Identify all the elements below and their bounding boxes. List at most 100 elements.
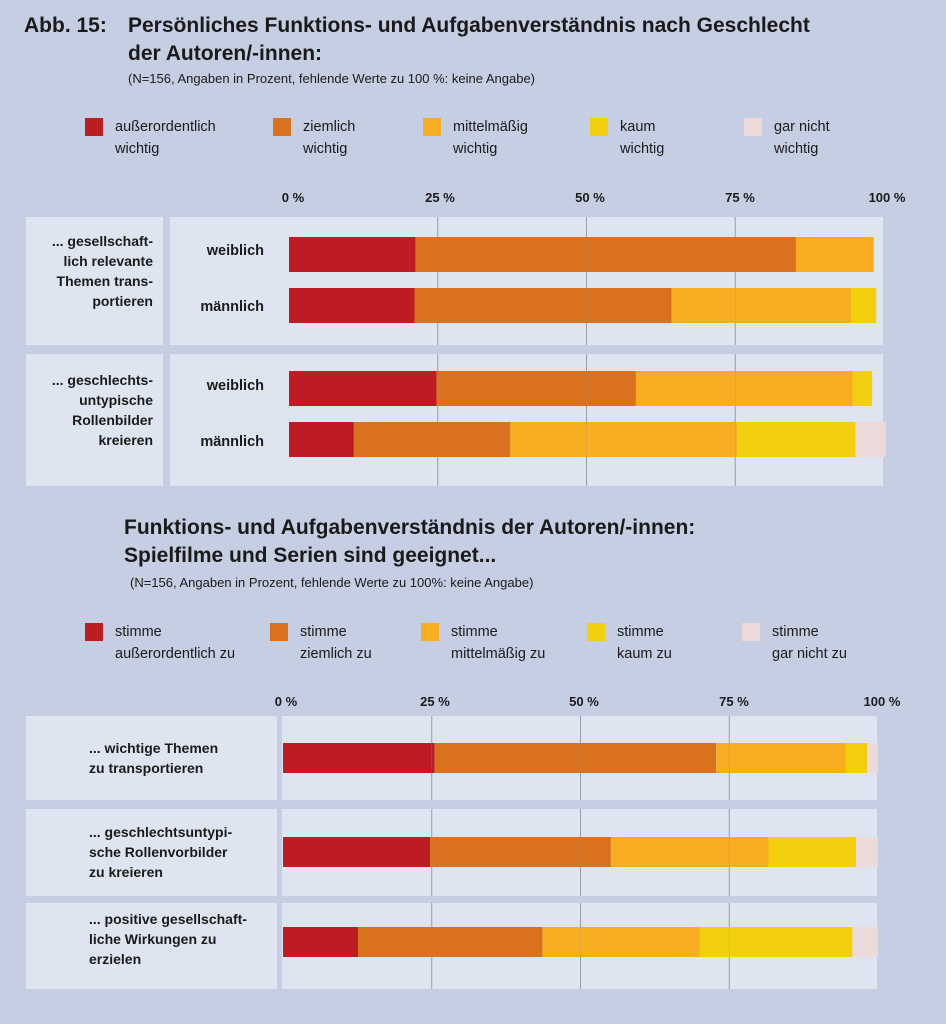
gender-label: männlich bbox=[200, 299, 264, 315]
legend-swatch bbox=[423, 118, 441, 136]
legend-label: wichtig bbox=[115, 141, 160, 157]
bar-segment bbox=[430, 837, 611, 867]
figure1-note: (N=156, Angaben in Prozent, fehlende Wer… bbox=[128, 71, 536, 86]
x-tick-label: 0 % bbox=[274, 694, 298, 709]
row-label-panel: ... positive gesellschaft-liche Wirkunge… bbox=[26, 903, 277, 989]
bar-segment bbox=[415, 237, 796, 272]
figure1-title-line1: Persönliches Funktions- und Aufgabenvers… bbox=[128, 14, 810, 37]
legend-swatch bbox=[421, 623, 439, 641]
figure2-title: Funktions- und Aufgabenverständnis der A… bbox=[124, 514, 695, 570]
bar-segment bbox=[283, 837, 430, 867]
row-label-panel: ... wichtige Themen zu transportieren bbox=[26, 716, 277, 800]
bar-segment bbox=[856, 837, 878, 867]
legend-swatch bbox=[270, 623, 288, 641]
legend-swatch bbox=[85, 118, 103, 136]
bar-segment bbox=[542, 927, 700, 957]
group-label: ... gesellschaft-lich relevante Themen tr… bbox=[51, 233, 153, 309]
row-label-panel: ... geschlechtsuntypi-sche Rollenvorbild… bbox=[26, 809, 277, 896]
legend-label: außerordentlich bbox=[115, 119, 216, 135]
bar-segment bbox=[855, 422, 886, 457]
x-tick-label: 25 % bbox=[420, 694, 450, 709]
group-label-panel: ... gesellschaft-lich relevante Themen tr… bbox=[26, 217, 163, 345]
row-label: ... positive gesellschaft-liche Wirkunge… bbox=[89, 911, 247, 967]
bar-segment bbox=[845, 743, 868, 773]
legend-label: stimme bbox=[300, 624, 347, 640]
legend-label: stimme bbox=[451, 624, 498, 640]
figure1-title-line2: der Autoren/-innen: bbox=[128, 42, 323, 65]
bar-segment bbox=[510, 422, 737, 457]
x-tick-label: 75 % bbox=[725, 190, 755, 205]
gender-label-panel: weiblich männlich bbox=[170, 354, 282, 486]
legend-swatch bbox=[587, 623, 605, 641]
figure2-title-line1: Funktions- und Aufgabenverständnis der A… bbox=[124, 516, 696, 539]
legend-label: ziemlich bbox=[303, 119, 356, 135]
figure-number: Abb. 15: bbox=[24, 14, 107, 37]
x-tick-label: 50 % bbox=[569, 694, 599, 709]
legend-label: wichtig bbox=[303, 141, 348, 157]
figure1-legend: außerordentlich wichtig ziemlich wichtig m… bbox=[0, 118, 946, 162]
bar-segment bbox=[768, 837, 856, 867]
figure2-title-line2: Spielfilme und Serien sind geeignet... bbox=[124, 544, 497, 567]
row-label: ... geschlechtsuntypi-sche Rollenvorbild… bbox=[89, 824, 233, 880]
legend-swatch bbox=[744, 118, 762, 136]
bar-segment bbox=[852, 371, 873, 406]
x-tick-label: 75 % bbox=[719, 694, 749, 709]
legend-label: mittelmäßig zu bbox=[451, 646, 546, 662]
bar-segment bbox=[358, 927, 543, 957]
x-tick-label: 100 % bbox=[863, 694, 901, 709]
bar-segment bbox=[635, 371, 853, 406]
bar-segment bbox=[289, 237, 416, 272]
bar-segment bbox=[436, 371, 636, 406]
bar-segment bbox=[716, 743, 846, 773]
legend-label: mittelmäßig bbox=[453, 119, 528, 135]
row-label: ... wichtige Themen zu transportieren bbox=[89, 740, 219, 776]
figure1-title: Abb. 15: Persönliches Funktions- und Aufg… bbox=[24, 12, 810, 68]
x-tick-label: 25 % bbox=[425, 190, 455, 205]
bar-segment bbox=[414, 288, 672, 323]
legend-label: gar nicht zu bbox=[772, 646, 847, 662]
bar-segment bbox=[867, 743, 878, 773]
bar-segment bbox=[610, 837, 769, 867]
legend-label: wichtig bbox=[453, 141, 498, 157]
legend-label: gar nicht bbox=[774, 119, 830, 135]
legend-swatch bbox=[590, 118, 608, 136]
x-tick-label: 100 % bbox=[868, 190, 906, 205]
legend-label: stimme bbox=[617, 624, 664, 640]
bar-segment bbox=[289, 371, 437, 406]
bar-segment bbox=[737, 422, 856, 457]
legend-label: außerordentlich zu bbox=[115, 646, 236, 662]
legend-swatch bbox=[742, 623, 760, 641]
x-tick-label: 50 % bbox=[575, 190, 605, 205]
bar-segment bbox=[852, 927, 878, 957]
bar-segment bbox=[699, 927, 853, 957]
legend-label: kaum bbox=[620, 119, 656, 135]
legend-label: ziemlich zu bbox=[300, 646, 372, 662]
legend-label: wichtig bbox=[774, 141, 819, 157]
legend-swatch bbox=[85, 623, 103, 641]
x-tick-label: 0 % bbox=[281, 190, 305, 205]
bar-segment bbox=[283, 743, 435, 773]
bar-segment bbox=[353, 422, 511, 457]
bar-segment bbox=[795, 237, 874, 272]
group-label-panel: ... geschlechts-untypische Rollenbilder kr… bbox=[26, 354, 163, 486]
figure2-note: (N=156, Angaben in Prozent, fehlende Wer… bbox=[130, 575, 534, 590]
bar-segment bbox=[434, 743, 717, 773]
figure2-legend: stimme außerordentlich zu stimme ziemlich … bbox=[0, 623, 946, 667]
group-label: ... geschlechts-untypische Rollenbilder kr… bbox=[51, 372, 153, 448]
gender-label-panel: weiblich männlich bbox=[170, 217, 282, 345]
bar-segment bbox=[671, 288, 852, 323]
legend-swatch bbox=[273, 118, 291, 136]
gender-label: männlich bbox=[200, 434, 264, 450]
gender-label: weiblich bbox=[206, 378, 264, 394]
bar-segment bbox=[289, 288, 415, 323]
bar-segment bbox=[851, 288, 877, 323]
legend-label: wichtig bbox=[620, 141, 665, 157]
legend-label: kaum zu bbox=[617, 646, 672, 662]
bar-segment bbox=[289, 422, 354, 457]
legend-label: stimme bbox=[772, 624, 819, 640]
gender-label: weiblich bbox=[206, 243, 264, 259]
legend-label: stimme bbox=[115, 624, 162, 640]
bar-segment bbox=[283, 927, 358, 957]
